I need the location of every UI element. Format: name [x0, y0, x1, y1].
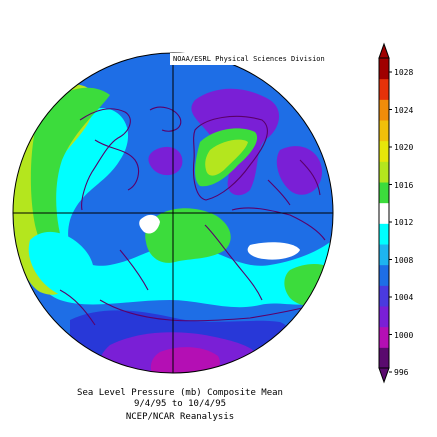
green-ridge-central — [145, 208, 231, 263]
colorbar-swatch — [379, 99, 389, 121]
colorbar — [378, 42, 392, 384]
purple-low-east — [276, 146, 323, 195]
colorbar-tick-label: 1008 — [394, 255, 414, 265]
green-band-west — [30, 87, 110, 266]
cyan-pacific — [28, 231, 95, 299]
cyan-region — [15, 108, 333, 308]
colorbar-swatch — [379, 326, 389, 348]
colorbar-swatch — [379, 285, 389, 307]
white-band-east — [247, 242, 300, 260]
colorbar-tick-label: 1004 — [394, 293, 414, 302]
caption-title: Sea Level Pressure (mb) Composite Mean — [77, 388, 283, 398]
colorbar-swatch — [379, 58, 389, 80]
colorbar-swatch — [379, 202, 389, 224]
colorbar-tick-label: 1024 — [394, 105, 414, 115]
colorbar-arrow-bottom — [378, 367, 390, 384]
colorbar-tick-label: 1028 — [394, 68, 414, 77]
caption-date-range: 9/4/95 to 10/4/95 — [133, 399, 227, 409]
colorbar-tick-label: 1020 — [394, 143, 414, 152]
colorbar-tick-label: 1012 — [394, 218, 414, 227]
yellowgreen-high-greenland — [205, 139, 248, 176]
colorbar-tick-label: 1016 — [394, 180, 414, 190]
white-patch-central — [139, 214, 160, 234]
colorbar-swatch — [379, 244, 389, 266]
colorbar-swatch — [379, 347, 389, 369]
colorbar-swatch — [379, 264, 389, 286]
coastlines — [59, 106, 326, 326]
colorbar-swatch — [379, 140, 389, 162]
colorbar-swatch — [379, 306, 389, 328]
colorbar-swatch — [379, 78, 389, 100]
colorbar-outline — [378, 57, 390, 369]
colorbar-arrow-top — [378, 42, 390, 59]
caption-source: NCEP/NCAR Reanalysis — [125, 412, 235, 422]
colorbar-swatch — [379, 161, 389, 183]
colorbar-swatch — [379, 120, 389, 142]
colorbar-tick-label: 996 — [394, 368, 409, 377]
credit-label: NOAA/ESRL Physical Sciences Division — [170, 53, 338, 65]
purple-low-northwest — [148, 146, 183, 176]
magenta-low-south — [150, 347, 220, 373]
colorbar-tick-label: 1000 — [394, 330, 414, 340]
colorbar-swatch — [379, 182, 389, 204]
colorbar-swatch — [379, 223, 389, 245]
